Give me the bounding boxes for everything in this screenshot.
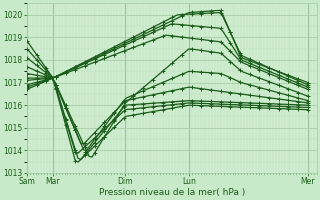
X-axis label: Pression niveau de la mer( hPa ): Pression niveau de la mer( hPa ) <box>99 188 245 197</box>
